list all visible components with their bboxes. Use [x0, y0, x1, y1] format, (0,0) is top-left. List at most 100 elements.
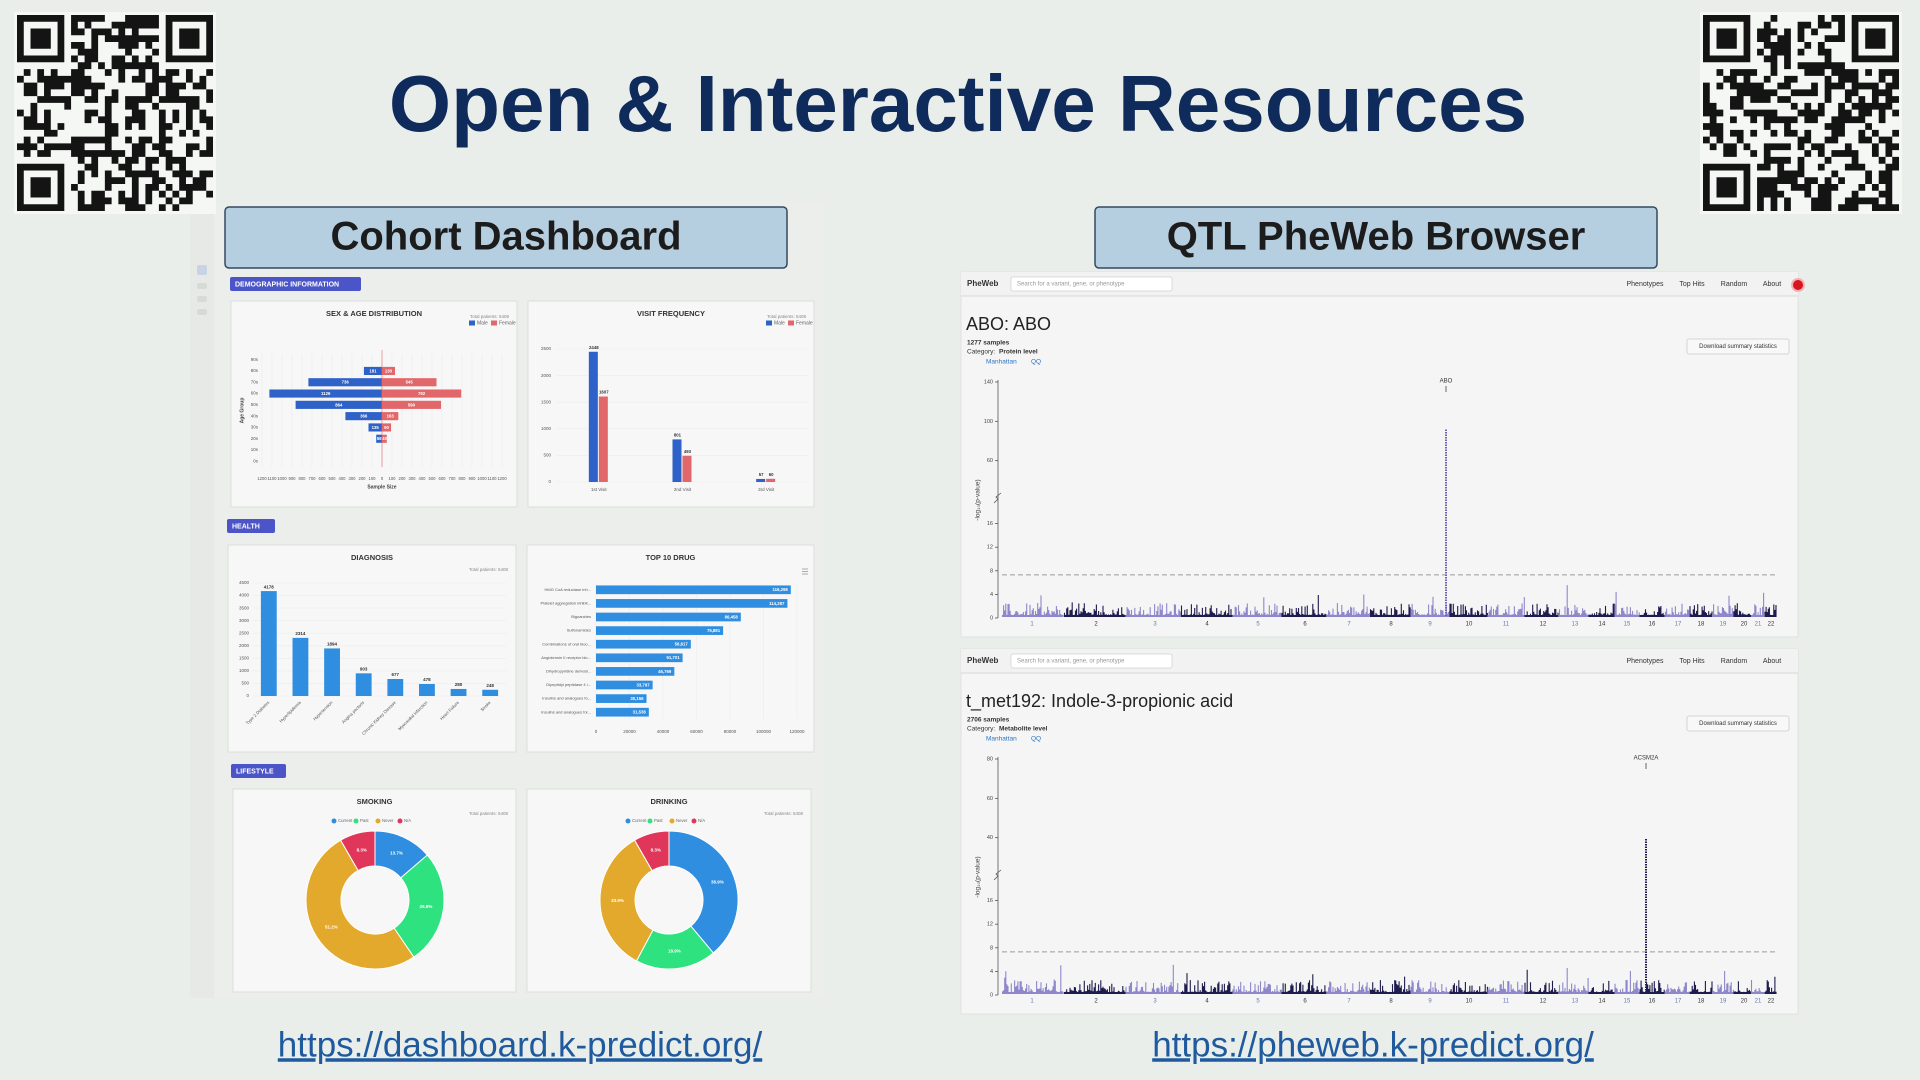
- legend-swatch: [331, 818, 337, 824]
- nav-link[interactable]: Phenotypes: [1627, 658, 1664, 665]
- y-tick-label: 20s: [251, 436, 259, 441]
- download-label: Download summary statistics: [1699, 344, 1777, 350]
- chromosome-label: 13: [1572, 999, 1579, 1005]
- value-label: 248: [486, 683, 494, 688]
- y-tick-label: 0s: [253, 459, 259, 464]
- search-box[interactable]: [1010, 276, 1173, 292]
- manhattan-points: [1180, 973, 1233, 994]
- phenotype-title: ABO: ABO: [966, 314, 1051, 334]
- bar: [596, 599, 788, 608]
- bar: [766, 478, 776, 482]
- manhattan-points: [1281, 974, 1327, 994]
- value-label: 1126: [321, 391, 331, 396]
- chart-note: Total patients: 5408: [764, 811, 804, 816]
- search-box[interactable]: [1010, 653, 1173, 669]
- bar: [382, 389, 462, 398]
- y-tick-label: Sulfonamides: [567, 628, 591, 633]
- value-label: 18.9%: [668, 948, 681, 953]
- value-label: 493: [684, 449, 692, 454]
- y-tick-label: 30s: [251, 425, 259, 430]
- y-tick-label: 0: [246, 693, 249, 698]
- pheweb-link[interactable]: https://pheweb.k-predict.org/: [1152, 1025, 1594, 1064]
- x-tick-label: 900: [289, 476, 297, 481]
- qr-code: [17, 15, 213, 211]
- nav-link[interactable]: About: [1763, 658, 1781, 665]
- y-tick-label: Insulins and analogues for...: [541, 709, 591, 714]
- x-tick-label: 1200: [257, 476, 267, 481]
- value-label: 58: [377, 436, 382, 441]
- y-tick-label: HMG CoA reductase inh...: [545, 587, 591, 592]
- legend-swatch: [469, 320, 475, 326]
- chromosome-label: 15: [1624, 622, 1631, 628]
- value-label: 2448: [589, 345, 599, 350]
- legend-swatch: [766, 320, 772, 326]
- bar: [596, 639, 691, 649]
- y-tick-label: 4500: [239, 580, 250, 585]
- download-button[interactable]: [1686, 715, 1790, 732]
- legend-swatch: [788, 320, 794, 326]
- chromosome-label: 9: [1428, 622, 1432, 628]
- nav-link[interactable]: Phenotypes: [1627, 281, 1664, 288]
- plot-link[interactable]: Manhattan: [986, 359, 1017, 366]
- manhattan-points: [1664, 603, 1690, 617]
- bar: [672, 439, 682, 482]
- sample-count: 1277 samples: [967, 340, 1010, 347]
- nav-link[interactable]: Top Hits: [1679, 281, 1705, 288]
- dashboard-link[interactable]: https://dashboard.k-predict.org/: [278, 1025, 763, 1064]
- nav-link[interactable]: About: [1763, 281, 1781, 288]
- x-tick-label: 1200: [497, 476, 507, 481]
- value-label: 60: [769, 472, 774, 477]
- legend-label: Never: [382, 818, 394, 823]
- manhattan-points: [1639, 606, 1665, 617]
- plot-link[interactable]: QQ: [1031, 736, 1041, 743]
- y-axis-title: -log₁₀(p-value): [975, 856, 982, 897]
- y-tick-label: 8: [990, 945, 993, 951]
- search-placeholder: Search for a variant, gene, or phenotype: [1017, 282, 1125, 288]
- nav-brand[interactable]: PheWeb: [967, 279, 999, 288]
- chromosome-label: 9: [1428, 999, 1432, 1005]
- chromosome-label: 18: [1698, 999, 1705, 1005]
- nav-brand[interactable]: PheWeb: [967, 656, 999, 665]
- sidebar-icon: [197, 309, 207, 315]
- nav-link[interactable]: Top Hits: [1679, 658, 1705, 665]
- dashboard-sidebar: [190, 202, 214, 998]
- plot-link[interactable]: QQ: [1031, 359, 1041, 366]
- value-label: 8.3%: [357, 847, 367, 852]
- manhattan-points: [1369, 976, 1411, 994]
- plot-link[interactable]: Manhattan: [986, 736, 1017, 743]
- chromosome-label: 16: [1649, 622, 1656, 628]
- x-tick-label: 3rd Visit: [758, 487, 775, 492]
- manhattan-points: [1524, 603, 1559, 617]
- chromosome-label: 4: [1205, 999, 1209, 1005]
- manhattan-points: [1410, 980, 1451, 994]
- value-label: 801: [674, 433, 682, 438]
- value-label: 51,701: [666, 655, 680, 660]
- legend-label: N/A: [404, 818, 411, 823]
- value-label: 163: [387, 414, 395, 419]
- y-tick-label: 2500: [541, 346, 552, 351]
- bar: [588, 351, 598, 482]
- manhattan-points: [1558, 585, 1589, 617]
- sidebar-icon: [197, 283, 207, 289]
- value-label: 56,617: [675, 642, 689, 647]
- x-tick-label: 1100: [487, 476, 497, 481]
- nav-link[interactable]: Random: [1721, 658, 1748, 665]
- manhattan-points: [1326, 981, 1370, 994]
- bar: [596, 680, 653, 690]
- manhattan-points: [1369, 603, 1411, 617]
- x-tick-label: 120000: [789, 729, 805, 734]
- y-tick-label: Insulins and analogues fo...: [542, 696, 591, 701]
- sample-count: 2706 samples: [967, 717, 1010, 724]
- value-label: 38.9%: [711, 880, 724, 885]
- legend-label: Male: [774, 320, 785, 326]
- bar: [682, 455, 692, 482]
- value-label: 48: [382, 436, 387, 441]
- download-button[interactable]: [1686, 338, 1790, 355]
- value-label: 130: [385, 368, 393, 373]
- x-tick-label: 100000: [756, 729, 772, 734]
- y-tick-label: 40: [987, 835, 993, 841]
- value-label: 116,298: [773, 587, 789, 592]
- peak-label: ABO: [1440, 379, 1453, 385]
- nav-link[interactable]: Random: [1721, 281, 1748, 288]
- manhattan-points: [1711, 595, 1734, 617]
